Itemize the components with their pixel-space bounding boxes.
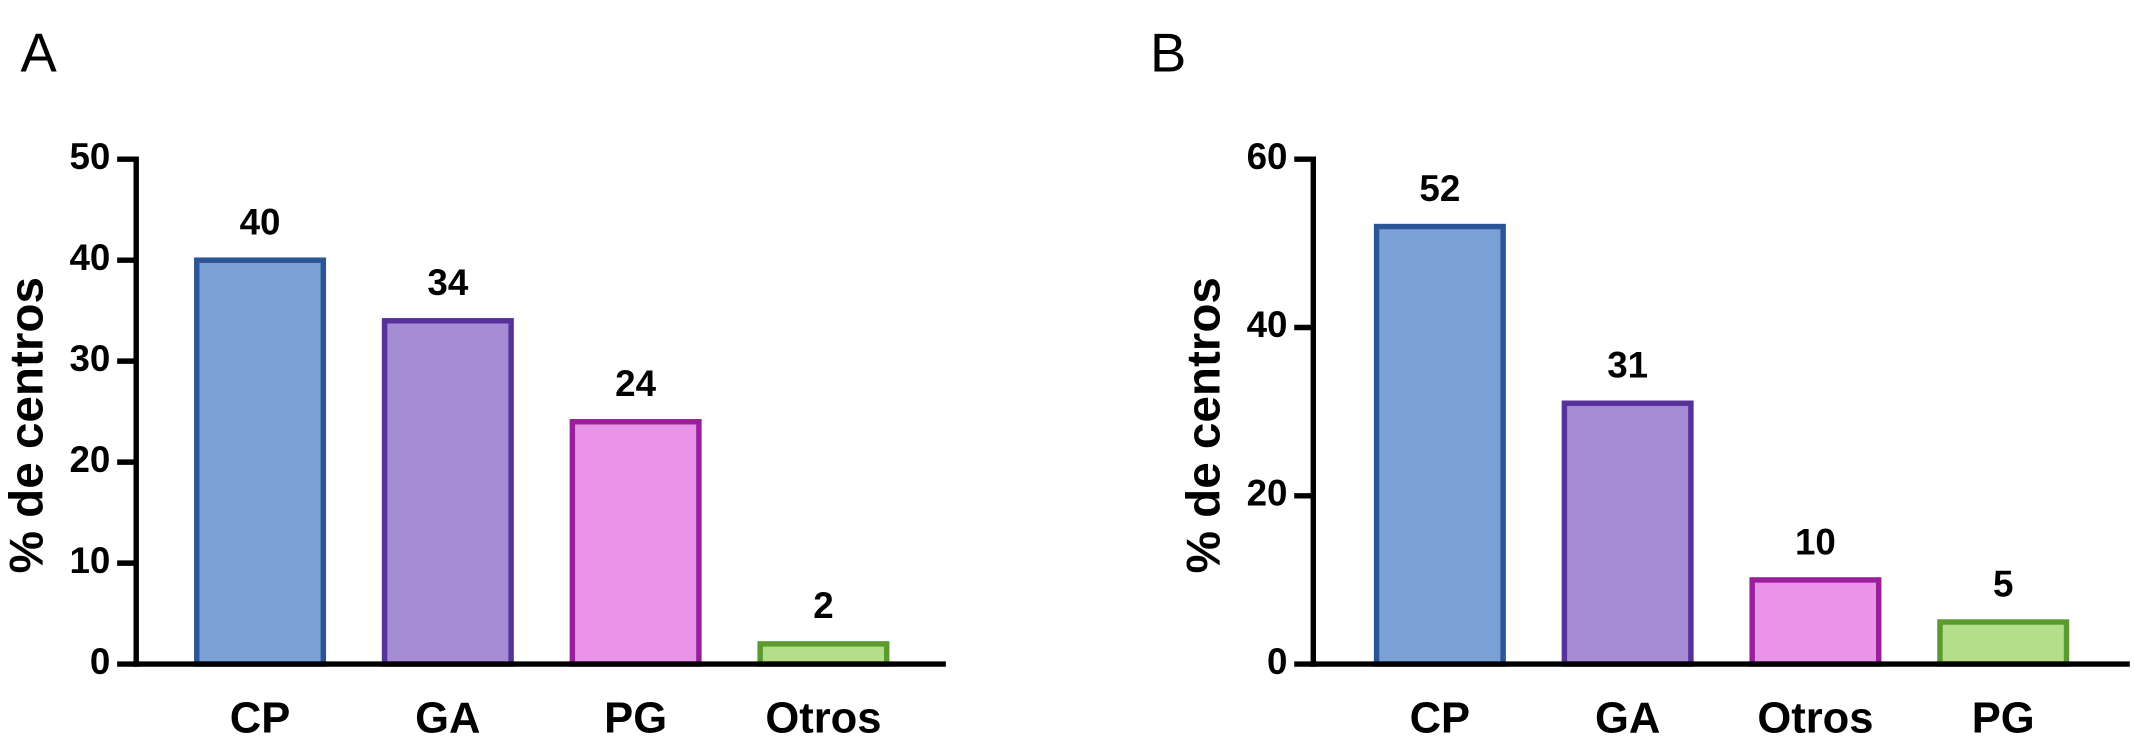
x-tick-label: PG (604, 695, 667, 743)
value-label: 10 (1795, 521, 1836, 562)
value-label: 40 (240, 202, 281, 243)
x-tick-label: CP (1410, 695, 1470, 743)
bar (757, 641, 890, 667)
y-axis-title: % de centros (1178, 277, 1231, 573)
x-tick-label: Otros (765, 695, 881, 743)
value-label: 34 (427, 262, 468, 303)
x-tick-label: GA (415, 695, 480, 743)
y-tick-label: 40 (69, 237, 110, 278)
y-tick-label: 0 (1267, 641, 1287, 682)
y-tick-label: 20 (1247, 472, 1288, 513)
bar (1561, 400, 1694, 667)
y-tick-label: 30 (69, 338, 110, 379)
bar (381, 318, 514, 667)
bar (1373, 223, 1506, 667)
value-label: 52 (1419, 168, 1460, 209)
value-label: 31 (1607, 345, 1648, 386)
value-label: 24 (615, 363, 656, 404)
x-tick-label: GA (1595, 695, 1660, 743)
panel-label: A (21, 23, 58, 84)
value-label: 5 (1993, 563, 2013, 604)
x-tick-label: CP (230, 695, 290, 743)
y-tick-label: 0 (90, 641, 110, 682)
x-tick-label: PG (1972, 695, 2035, 743)
x-tick-label: Otros (1757, 695, 1873, 743)
panel-label: B (1150, 23, 1186, 84)
y-tick-label: 20 (69, 439, 110, 480)
y-tick-label: 60 (1247, 136, 1288, 177)
value-label: 2 (813, 585, 833, 626)
bar (1749, 577, 1882, 667)
y-tick-label: 50 (69, 136, 110, 177)
bar (569, 419, 702, 667)
y-axis-title: % de centros (1, 277, 54, 573)
bar (1937, 619, 2070, 667)
y-tick-label: 10 (69, 540, 110, 581)
y-tick-label: 40 (1247, 304, 1288, 345)
bar (194, 257, 327, 667)
